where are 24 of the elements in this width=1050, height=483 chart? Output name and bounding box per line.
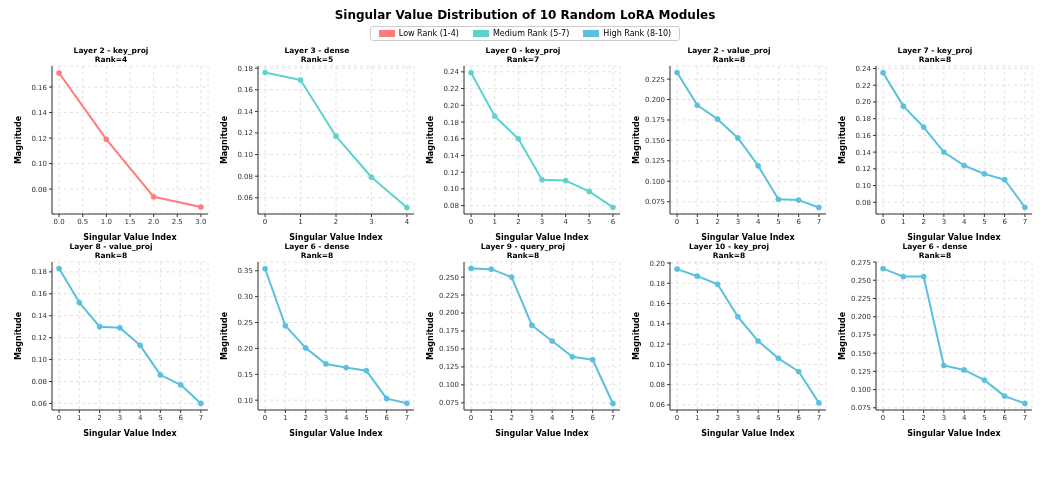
y-axis-title: Magnitude (425, 311, 435, 361)
y-axis-title: Magnitude (13, 115, 23, 165)
x-axis-title: Singular Value Index (83, 233, 178, 242)
y-axis-title: Magnitude (219, 311, 229, 361)
legend-label: Medium Rank (5-7) (491, 29, 570, 38)
x-axis-title: Singular Value Index (907, 429, 1002, 438)
y-axis-title: Magnitude (13, 311, 23, 361)
legend-label: Low Rank (1-4) (397, 29, 459, 38)
x-axis-title: Singular Value Index (701, 429, 796, 438)
x-axis-title: Singular Value Index (495, 233, 590, 242)
y-axis-title: Magnitude (631, 311, 641, 361)
y-axis-title: Magnitude (219, 115, 229, 165)
x-axis-title: Singular Value Index (289, 429, 384, 438)
y-axis-title: Magnitude (631, 115, 641, 165)
y-axis-title: Magnitude (425, 115, 435, 165)
x-axis-title: Singular Value Index (495, 429, 590, 438)
x-axis-title: Singular Value Index (907, 233, 1002, 242)
legend-label: High Rank (8-10) (602, 29, 672, 38)
text: Singular Value Distribution of 10 Random LoRA Modules (333, 8, 717, 22)
y-axis-title: Magnitude (837, 311, 847, 361)
x-axis-title: Singular Value Index (701, 233, 796, 242)
x-axis-title: Singular Value Index (289, 233, 384, 242)
y-axis-title: Magnitude (837, 115, 847, 165)
x-axis-title: Singular Value Index (83, 429, 178, 438)
